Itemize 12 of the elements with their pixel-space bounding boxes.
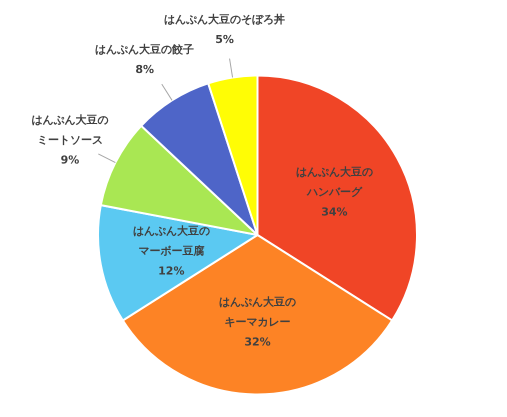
data-label: 5% — [215, 33, 234, 46]
data-label: 8% — [135, 62, 154, 76]
slice-label: はんぷん大豆のハンバーグ — [296, 166, 373, 199]
data-label: 32% — [244, 336, 271, 349]
data-label: 12% — [158, 264, 184, 278]
slice-label: はんぷん大豆の餃子 — [95, 42, 194, 56]
slice-label: はんぷん大豆のそぼろ丼 — [164, 13, 286, 26]
slice-label: はんぷん大豆のミートソース — [31, 114, 108, 147]
data-label: 34% — [321, 206, 348, 219]
slice-label: はんぷん大豆のマーボー豆腐 — [132, 224, 210, 258]
slice-label: はんぷん大豆のキーマカレー — [219, 296, 296, 329]
data-label: 9% — [60, 154, 80, 167]
